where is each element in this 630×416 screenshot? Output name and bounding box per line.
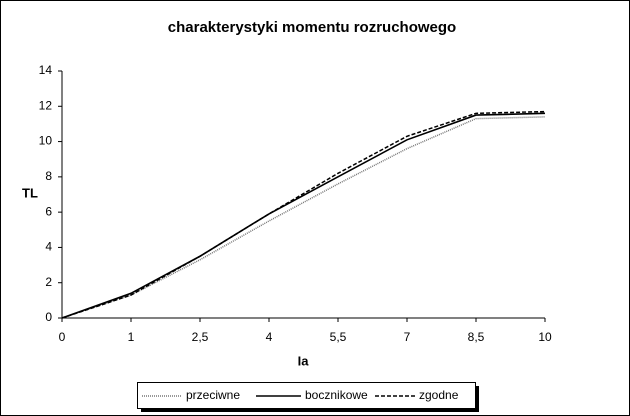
y-tick-label: 6: [45, 204, 52, 218]
x-tick-label: 10: [538, 330, 552, 344]
legend-label: przeciwne: [186, 388, 240, 402]
legend-label: zgodne: [419, 388, 459, 402]
y-tick-label: 10: [39, 134, 53, 148]
x-tick-label: 1: [128, 330, 135, 344]
y-axis-title: TL: [22, 185, 38, 200]
y-tick-label: 4: [45, 240, 52, 254]
y-tick-label: 14: [39, 63, 53, 77]
y-tick-label: 0: [45, 310, 52, 324]
x-tick-label: 4: [266, 330, 273, 344]
x-tick-label: 5,5: [330, 330, 347, 344]
y-tick-label: 8: [45, 169, 52, 183]
x-tick-label: 0: [59, 330, 66, 344]
legend: [137, 382, 476, 409]
x-tick-label: 8,5: [468, 330, 485, 344]
series-line: [61, 110, 546, 319]
x-tick-label: 2,5: [192, 330, 209, 344]
series-line: [61, 116, 546, 319]
x-axis-title: Ia: [298, 353, 310, 368]
chart-title: charakterystyki momentu rozruchowego: [168, 19, 456, 36]
y-tick-label: 2: [45, 275, 52, 289]
legend-label: bocznikowe: [305, 388, 368, 402]
y-tick-label: 12: [39, 98, 53, 112]
series-line: [61, 112, 546, 319]
x-tick-label: 7: [404, 330, 411, 344]
